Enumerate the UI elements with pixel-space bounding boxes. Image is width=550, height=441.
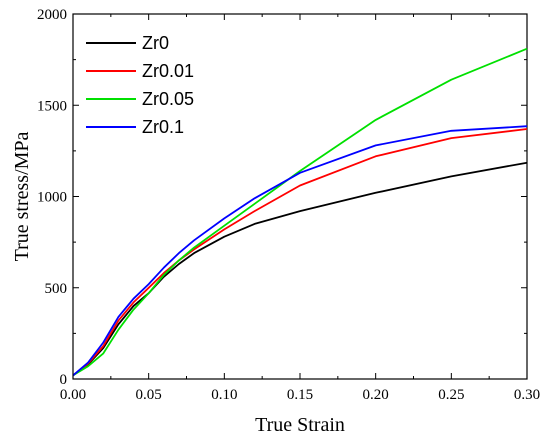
y-tick-label: 1500	[37, 98, 67, 114]
y-tick-label: 1000	[37, 190, 67, 206]
x-tick-label: 0.10	[211, 387, 237, 403]
x-tick-label: 0.00	[60, 387, 86, 403]
x-tick-label: 0.30	[514, 387, 540, 403]
x-tick-label: 0.15	[287, 387, 313, 403]
legend-label: Zr0.1	[142, 117, 184, 137]
series-line-Zr0.1	[72, 125, 528, 377]
legend: Zr0 Zr0.01 Zr0.05 Zr0.1	[86, 33, 194, 137]
axes-layer: 0.00 0.05 0.10 0.15 0.20 0.25 0.30 0 500 1000 1500…	[37, 7, 540, 403]
series-line-Zr0.01	[72, 128, 528, 377]
y-axis-title: True stress/MPa	[11, 131, 33, 261]
legend-label: Zr0.01	[142, 61, 194, 81]
series-line-Zr0	[72, 161, 528, 377]
y-tick-label: 2000	[37, 7, 67, 23]
series-layer	[72, 47, 528, 377]
legend-label: Zr0	[142, 33, 169, 53]
x-tick-label: 0.20	[363, 387, 389, 403]
y-tick-label: 0	[60, 372, 68, 388]
series-line-Zr0.05	[72, 47, 528, 377]
x-tick-label: 0.25	[438, 387, 464, 403]
y-tick-label: 500	[45, 281, 68, 297]
x-tick-label: 0.05	[136, 387, 162, 403]
x-axis-title: True Strain	[255, 414, 345, 436]
legend-label: Zr0.05	[142, 89, 194, 109]
